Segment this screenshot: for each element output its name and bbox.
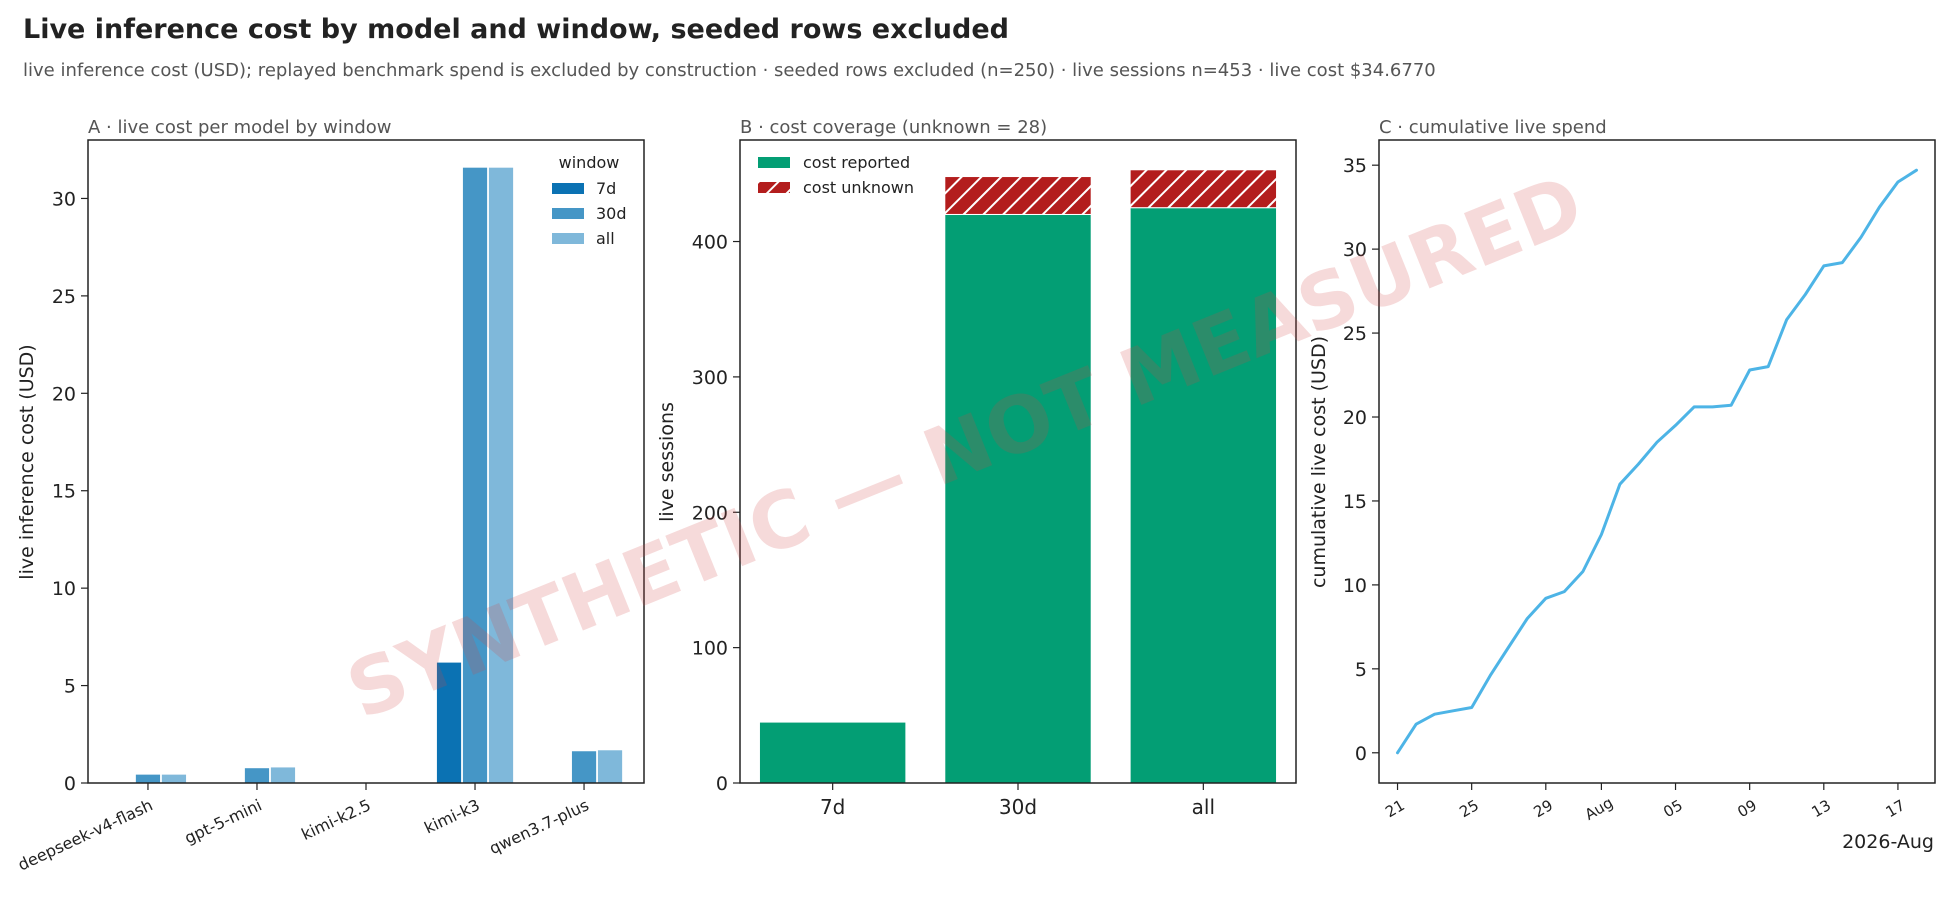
legend-swatch-7d — [552, 183, 584, 194]
y-tick-label: 300 — [692, 367, 728, 389]
panel-c-frame — [1378, 139, 1936, 784]
y-tick-label: 25 — [52, 286, 76, 308]
legend-label: cost unknown — [803, 178, 914, 197]
legend-swatch-all — [552, 233, 584, 244]
panel-a-ylabel: live inference cost (USD) — [16, 344, 38, 579]
x-tick-label: 17 — [1883, 796, 1909, 821]
legend-swatch-hatch — [758, 182, 790, 193]
bar-cost-unknown-hatch — [1129, 169, 1278, 209]
y-tick-label: 0 — [1355, 743, 1367, 765]
legend-title: window — [559, 153, 620, 172]
y-tick-label: 10 — [52, 578, 76, 600]
bar-all — [270, 766, 296, 784]
bar-7d — [436, 661, 462, 784]
panel-b: B · cost coverage (unknown = 28) live se… — [656, 117, 1297, 819]
x-tick-label: 21 — [1382, 796, 1408, 821]
y-tick-label: 200 — [692, 502, 728, 524]
panel-a-legend: window 7d 30d all — [552, 153, 627, 248]
panel-b-title: B · cost coverage (unknown = 28) — [740, 117, 1047, 138]
bar-cost-reported — [944, 213, 1092, 784]
panel-c-xlabel: 2026-Aug — [1842, 831, 1934, 853]
x-tick-label: 7d — [820, 795, 845, 819]
cumulative-spend-line — [1396, 168, 1918, 755]
y-tick-label: 0 — [64, 773, 76, 795]
y-tick-label: 30 — [1343, 239, 1367, 261]
legend-swatch — [758, 157, 790, 168]
bar-cost-reported — [758, 721, 907, 784]
bar-cost-unknown — [1129, 169, 1278, 209]
y-tick-label: 25 — [1343, 323, 1367, 345]
y-tick-label: 20 — [1343, 407, 1367, 429]
y-tick-label: 400 — [692, 232, 728, 254]
legend-label: cost reported — [803, 153, 910, 172]
y-tick-label: 5 — [64, 676, 76, 698]
legend-label: 30d — [596, 204, 627, 223]
x-tick-label: 30d — [999, 795, 1037, 819]
bar-cost-unknown — [944, 176, 1092, 215]
x-tick-label: Aug — [1582, 794, 1616, 824]
y-tick-label: 20 — [52, 383, 76, 405]
legend-item: cost reported — [758, 153, 910, 172]
x-tick-label: gpt-5-mini — [181, 795, 264, 847]
y-tick-label: 100 — [692, 638, 728, 660]
y-tick-label: 35 — [1343, 155, 1367, 177]
bar-all — [597, 749, 623, 784]
y-tick-label: 15 — [1343, 491, 1367, 513]
x-tick-label: 29 — [1531, 796, 1557, 821]
legend-label: 7d — [596, 179, 616, 198]
x-tick-label: all — [1192, 795, 1215, 819]
panel-c-title: C · cumulative live spend — [1379, 117, 1607, 138]
bar-cost-reported — [1129, 207, 1278, 784]
figure-subtitle: live inference cost (USD); replayed benc… — [23, 60, 1436, 81]
x-tick-label: kimi-k2.5 — [298, 795, 373, 844]
x-tick-label: 05 — [1660, 796, 1686, 821]
bar-30d — [135, 773, 161, 784]
y-tick-label: 5 — [1355, 659, 1367, 681]
y-tick-label: 15 — [52, 481, 76, 503]
y-tick-label: 0 — [716, 773, 728, 795]
bar-cost-unknown-hatch — [944, 176, 1092, 215]
x-tick-label: 09 — [1734, 796, 1760, 821]
panel-c-ylabel: cumulative live cost (USD) — [1308, 336, 1330, 588]
legend-swatch-30d — [552, 208, 584, 219]
panel-b-legend: cost reported cost unknown — [758, 153, 914, 197]
panel-a: A · live cost per model by window live i… — [15, 117, 645, 875]
x-tick-label: 13 — [1809, 796, 1835, 821]
y-tick-label: 30 — [52, 188, 76, 210]
bar-30d — [244, 767, 270, 784]
bar-all — [488, 166, 514, 784]
bar-all — [161, 773, 187, 784]
figure-title: Live inference cost by model and window,… — [23, 14, 1009, 45]
x-tick-label: qwen3.7-plus — [486, 795, 591, 858]
x-tick-label: kimi-k3 — [421, 795, 482, 837]
bar-30d — [571, 750, 597, 784]
panel-b-frame — [739, 139, 1297, 784]
panel-b-ylabel: live sessions — [656, 402, 678, 522]
legend-item: cost unknown — [758, 178, 914, 197]
legend-label: all — [596, 229, 615, 248]
x-tick-label: deepseek-v4-flash — [15, 795, 156, 874]
panel-a-title: A · live cost per model by window — [88, 117, 391, 138]
panel-a-frame — [87, 139, 645, 784]
y-tick-label: 10 — [1343, 575, 1367, 597]
x-tick-label: 25 — [1456, 796, 1482, 821]
